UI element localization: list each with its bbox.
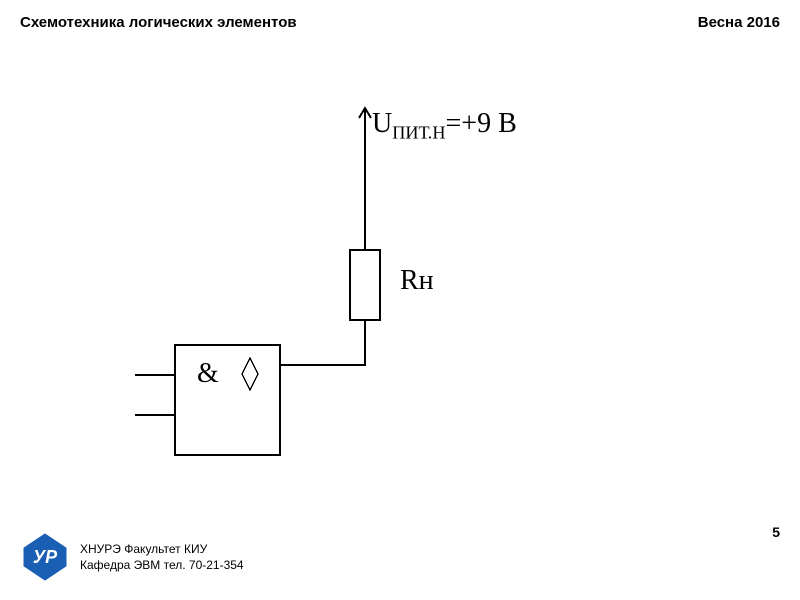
gate-rect: [175, 345, 280, 455]
voltage-label-value: =+9 В: [445, 108, 516, 139]
slide-footer: УР ХНУРЭ Факультет КИУ Кафедра ЭВМ тел. …: [20, 532, 244, 582]
svg-text:УР: УР: [33, 547, 58, 567]
voltage-label: UПИТ.Н=+9 В: [372, 108, 517, 144]
wire-output: [280, 320, 365, 365]
voltage-label-sub: ПИТ.Н: [392, 123, 445, 143]
page-number: 5: [772, 524, 780, 540]
university-logo-icon: УР: [20, 532, 70, 582]
open-collector-marker-icon: [242, 358, 258, 390]
footer-line-1: ХНУРЭ Факультет КИУ: [80, 541, 244, 557]
gate-symbol-label: &: [197, 358, 219, 390]
resistor-rect: [350, 250, 380, 320]
resistor-label: Rн: [400, 265, 434, 297]
footer-text: ХНУРЭ Факультет КИУ Кафедра ЭВМ тел. 70-…: [80, 541, 244, 573]
voltage-label-prefix: U: [372, 108, 392, 139]
footer-line-2: Кафедра ЭВМ тел. 70-21-354: [80, 557, 244, 573]
circuit-diagram: [0, 0, 800, 600]
